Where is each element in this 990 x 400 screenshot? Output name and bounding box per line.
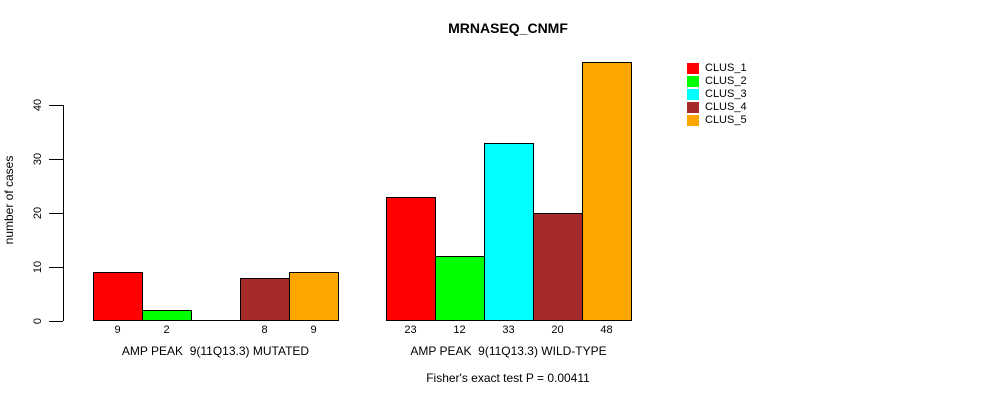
legend-swatch — [687, 115, 699, 126]
y-axis-tick-label: 30 — [32, 152, 44, 166]
y-axis-tick-label: 10 — [32, 260, 44, 274]
y-axis-tick-label: 20 — [32, 206, 44, 220]
y-axis-tick-label: 0 — [32, 317, 44, 325]
bar-mutated-clus_3 — [191, 320, 241, 321]
legend-label: CLUS_1 — [705, 62, 747, 74]
bar-wildtype-clus_2 — [435, 256, 485, 321]
bar-mutated-clus_1 — [93, 272, 143, 321]
y-axis-tick — [49, 321, 63, 322]
bar-value-label: 12 — [453, 324, 466, 336]
bar-mutated-clus_2 — [142, 310, 192, 321]
bar-value-label: 9 — [114, 324, 121, 336]
legend-swatch — [687, 76, 699, 87]
legend-item: CLUS_5 — [687, 114, 747, 127]
legend-label: CLUS_4 — [705, 101, 747, 113]
fisher-note: Fisher's exact test P = 0.00411 — [426, 371, 590, 385]
group-label: AMP PEAK 9(11Q13.3) MUTATED — [121, 344, 310, 358]
bar-value-label: 9 — [310, 324, 317, 336]
legend-item: CLUS_3 — [687, 88, 747, 101]
legend-item: CLUS_4 — [687, 101, 747, 114]
y-axis-label: number of cases — [2, 155, 16, 245]
legend-swatch — [687, 102, 699, 113]
bar-value-label: 2 — [163, 324, 170, 336]
legend-item: CLUS_1 — [687, 62, 747, 75]
legend: CLUS_1 CLUS_2 CLUS_3 CLUS_4 CLUS_5 — [687, 62, 747, 127]
legend-swatch — [687, 89, 699, 100]
chart-title: MRNASEQ_CNMF — [448, 20, 568, 36]
y-axis-tick — [49, 267, 63, 268]
legend-item: CLUS_2 — [687, 75, 747, 88]
legend-swatch — [687, 63, 699, 74]
y-axis-tick-label: 40 — [32, 98, 44, 112]
y-axis-tick — [49, 105, 63, 106]
bar-value-label: 23 — [404, 324, 417, 336]
legend-label: CLUS_5 — [705, 114, 747, 126]
y-axis-tick — [49, 213, 63, 214]
legend-label: CLUS_3 — [705, 88, 747, 100]
bar-value-label: 48 — [600, 324, 613, 336]
legend-label: CLUS_2 — [705, 75, 747, 87]
bar-wildtype-clus_1 — [386, 197, 436, 321]
bar-mutated-clus_4 — [240, 278, 290, 321]
bar-value-label: 20 — [551, 324, 564, 336]
bar-mutated-clus_5 — [289, 272, 339, 321]
bar-value-label: 8 — [261, 324, 268, 336]
y-axis-line — [63, 105, 64, 321]
bar-wildtype-clus_4 — [533, 213, 583, 321]
bar-value-label: 33 — [502, 324, 515, 336]
bar-wildtype-clus_5 — [582, 62, 632, 321]
bar-wildtype-clus_3 — [484, 143, 534, 321]
y-axis-tick — [49, 159, 63, 160]
group-label: AMP PEAK 9(11Q13.3) WILD-TYPE — [410, 344, 607, 358]
